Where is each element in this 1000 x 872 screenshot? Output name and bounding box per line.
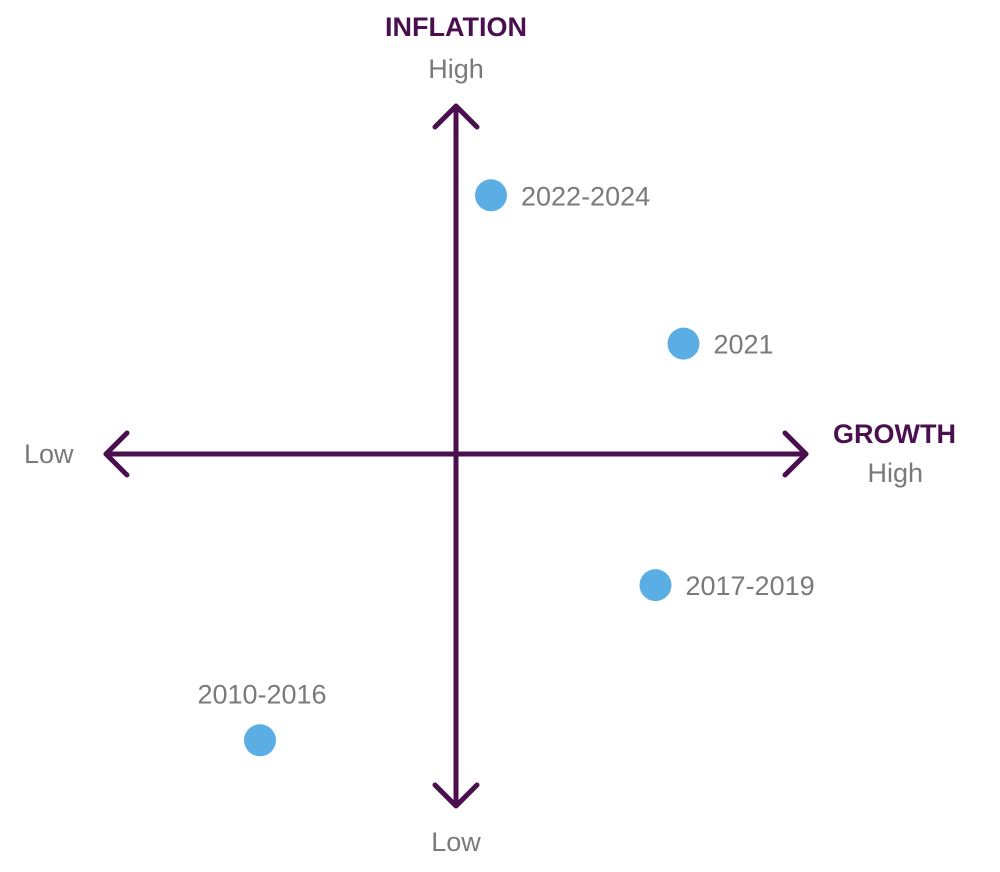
growth-axis bbox=[103, 430, 809, 478]
data-point-label: 2021 bbox=[714, 330, 774, 360]
growth-axis-left-arrowhead bbox=[103, 430, 130, 478]
inflation-axis-down-arrowhead bbox=[432, 782, 480, 809]
data-point-dot bbox=[639, 569, 672, 602]
data-point-group: 2017-2019 bbox=[639, 569, 815, 602]
data-point-label: 2022-2024 bbox=[521, 181, 650, 211]
data-point-label: 2010-2016 bbox=[197, 679, 326, 709]
growth-axis-title: GROWTH bbox=[833, 419, 956, 449]
data-point-group: 2021 bbox=[667, 327, 774, 360]
data-point-group: 2010-2016 bbox=[197, 679, 327, 757]
inflation-low-label: Low bbox=[431, 827, 481, 857]
data-points: 2022-2024 2021 2017-2019 2010-2016 bbox=[197, 179, 815, 757]
growth-high-label: High bbox=[867, 458, 923, 488]
data-point-label: 2017-2019 bbox=[686, 571, 815, 601]
inflation-axis-title: INFLATION bbox=[385, 12, 527, 42]
data-point-dot bbox=[667, 327, 700, 360]
growth-axis-right-arrowhead bbox=[782, 430, 809, 478]
data-point-dot bbox=[244, 724, 276, 757]
data-point-group: 2022-2024 bbox=[475, 179, 650, 212]
inflation-axis-up-arrowhead bbox=[432, 103, 480, 130]
growth-low-label: Low bbox=[24, 439, 74, 469]
inflation-high-label: High bbox=[428, 54, 484, 84]
data-point-dot bbox=[475, 179, 507, 212]
